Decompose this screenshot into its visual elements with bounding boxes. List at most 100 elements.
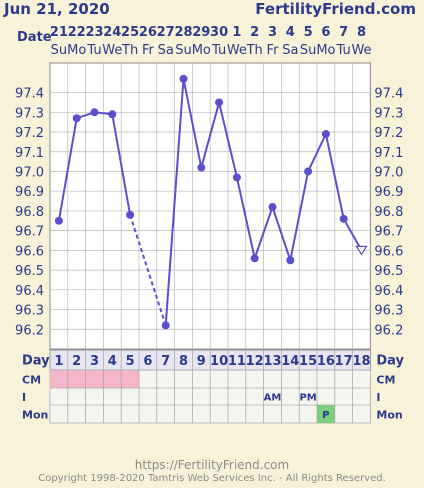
temp-point xyxy=(126,210,135,219)
cycle-day-label: 14 xyxy=(281,354,299,369)
i-cell-label: AM xyxy=(264,393,282,404)
temp-point xyxy=(179,74,188,83)
x-weekday-label: Mo xyxy=(192,43,211,58)
x-date-label: 3 xyxy=(268,25,277,40)
x-date-label: 1 xyxy=(232,25,241,40)
y-tick-label-left: 96.6 xyxy=(15,244,44,259)
cycle-day-label: 12 xyxy=(246,354,264,369)
cycle-day-label: 11 xyxy=(228,354,246,369)
cm-cell-marked xyxy=(121,370,139,388)
y-tick-label-right: 97.1 xyxy=(374,146,403,161)
temp-point xyxy=(339,214,348,223)
x-date-label: 30 xyxy=(210,25,228,40)
x-weekday-label: Sa xyxy=(282,43,298,58)
mon-cell-positive xyxy=(317,405,335,423)
y-tick-label-left: 97.0 xyxy=(15,165,44,180)
x-weekday-label: Th xyxy=(121,43,138,58)
temp-line-segment xyxy=(307,133,327,172)
y-tick-label-left: 97.1 xyxy=(15,146,44,161)
temp-point xyxy=(250,254,259,263)
y-tick-label-left: 96.2 xyxy=(15,323,44,338)
x-weekday-label: Fr xyxy=(267,43,280,58)
temp-point xyxy=(161,321,170,330)
temp-point xyxy=(286,256,295,265)
footer-url: https://FertilityFriend.com xyxy=(134,458,290,472)
cycle-day-label: 3 xyxy=(90,354,99,369)
temp-line-segment xyxy=(111,114,132,216)
x-date-label: 7 xyxy=(339,25,348,40)
y-tick-label-right: 96.6 xyxy=(374,244,403,259)
x-weekday-label: Sa xyxy=(158,43,174,58)
cycle-day-label: 16 xyxy=(317,354,335,369)
x-date-label: 8 xyxy=(357,25,366,40)
y-tick-label-left: 96.9 xyxy=(15,185,44,200)
x-date-label: 6 xyxy=(321,25,330,40)
cycle-day-label: 17 xyxy=(335,354,353,369)
cycle-day-label: 7 xyxy=(161,354,170,369)
y-tick-label-left: 96.3 xyxy=(15,304,44,319)
y-tick-label-left: 96.7 xyxy=(15,225,44,240)
y-tick-label-right: 97.4 xyxy=(374,87,403,102)
x-date-label: 4 xyxy=(286,25,295,40)
temp-line-segment xyxy=(218,102,238,178)
temp-point xyxy=(72,114,81,123)
y-tick-label-right: 96.7 xyxy=(374,225,403,240)
temp-line-segment-dashed xyxy=(129,214,167,326)
temp-line-segment xyxy=(182,78,203,168)
cm-cell-marked xyxy=(67,370,86,388)
temp-line-segment xyxy=(57,118,78,221)
x-date-label: 27 xyxy=(157,25,175,40)
row-label-cm-right: CM xyxy=(376,374,395,387)
y-tick-label-left: 97.2 xyxy=(15,126,44,141)
temp-point xyxy=(215,98,224,107)
x-weekday-label: Th xyxy=(246,43,263,58)
cycle-day-label: 9 xyxy=(197,354,206,369)
cycle-day-label: 15 xyxy=(299,354,317,369)
y-tick-label-right: 97.2 xyxy=(374,126,403,141)
cycle-day-label: 13 xyxy=(263,354,281,369)
cycle-day-label: 4 xyxy=(108,354,117,369)
row-label-date: Date xyxy=(17,30,52,45)
x-date-label: 23 xyxy=(85,25,103,40)
x-date-label: 25 xyxy=(121,25,139,40)
cm-cell-marked xyxy=(85,370,104,388)
y-tick-label-left: 97.3 xyxy=(15,106,44,121)
row-label-i-left: I xyxy=(22,391,26,404)
cycle-day-label: 1 xyxy=(54,354,63,369)
x-weekday-label: Tu xyxy=(86,43,101,58)
cycle-day-label: 5 xyxy=(126,354,135,369)
cycle-day-label: 10 xyxy=(210,354,228,369)
temp-point xyxy=(197,163,206,172)
temp-point xyxy=(90,108,99,117)
y-tick-label-right: 96.5 xyxy=(374,264,403,279)
temp-line-segment xyxy=(271,206,292,261)
y-tick-label-right: 97.3 xyxy=(374,106,403,121)
temp-line-segment xyxy=(253,206,274,259)
temp-line-segment xyxy=(289,171,310,261)
cm-cell-marked xyxy=(50,370,68,388)
x-weekday-label: We xyxy=(102,43,122,58)
chart-date: Jun 21, 2020 xyxy=(4,0,110,18)
x-date-label: 26 xyxy=(139,25,157,40)
x-weekday-label: Su xyxy=(300,43,317,58)
x-date-label: 28 xyxy=(174,25,192,40)
x-weekday-label: Su xyxy=(51,43,68,58)
temp-line-segment xyxy=(342,218,363,251)
temp-line-segment xyxy=(164,78,185,326)
x-date-label: 2 xyxy=(250,25,259,40)
brand-name: FertilityFriend.com xyxy=(255,0,416,18)
temp-point xyxy=(232,173,241,182)
cycle-day-label: 6 xyxy=(143,354,152,369)
cm-cell-marked xyxy=(103,370,122,388)
y-tick-label-right: 97.0 xyxy=(374,165,403,180)
row-label-mon-right: Mon xyxy=(376,409,402,422)
x-weekday-label: Mo xyxy=(316,43,335,58)
y-tick-label-right: 96.9 xyxy=(374,185,403,200)
temp-point xyxy=(321,130,330,139)
cycle-day-label: 18 xyxy=(352,354,370,369)
x-weekday-label: Tu xyxy=(336,43,351,58)
y-tick-label-right: 96.4 xyxy=(374,284,403,299)
row-label-mon-left: Mon xyxy=(22,409,48,422)
row-label-i-right: I xyxy=(376,391,380,404)
